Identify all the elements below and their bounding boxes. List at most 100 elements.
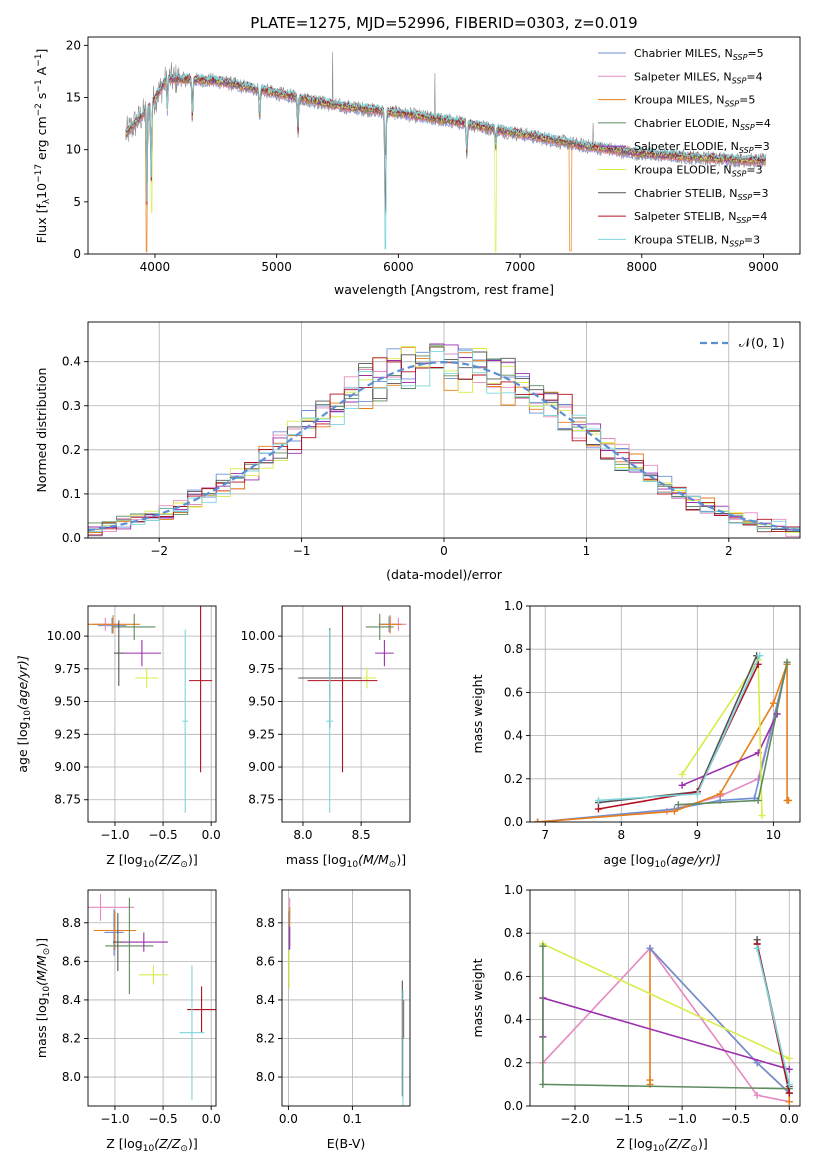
y-tick-label: 0.0 — [62, 531, 81, 545]
mass_vs_Z-frame — [87, 889, 217, 1107]
legend-sub: SSP — [724, 100, 739, 109]
y-tick-label: 8.6 — [256, 954, 275, 968]
legend-sub: SSP — [732, 76, 747, 85]
legend-count: =5 — [739, 94, 755, 107]
mass-weight-marker — [753, 944, 761, 952]
label-part: 10 — [143, 860, 155, 870]
y-tick-label: 8.0 — [256, 1070, 275, 1084]
legend-name: Kroupa MILES, N — [634, 94, 724, 107]
legend-sub: SSP — [736, 216, 751, 225]
label-part: )] — [396, 852, 406, 867]
label-part: ⊙ — [180, 860, 188, 870]
x-tick-label: −1.0 — [668, 1112, 697, 1126]
x-tick-label: 7 — [541, 828, 549, 842]
label-part: )] — [188, 1136, 198, 1151]
label-part: 10 — [34, 183, 49, 199]
mass_vs_EBV-frame — [281, 889, 411, 1107]
legend-sub: SSP — [738, 193, 753, 202]
label-part: erg cm — [34, 116, 49, 164]
residual-xlabel: (data-model)/error — [386, 567, 503, 582]
x-tick-label: 0.0 — [202, 828, 221, 842]
x-tick-label: 0.1 — [343, 1112, 362, 1126]
label-part: age [log — [15, 721, 30, 772]
y-tick-label: 0.0 — [504, 1099, 523, 1113]
mass-weight-marker — [678, 781, 686, 789]
label-part: 10 — [23, 710, 33, 722]
legend-name: Chabrier MILES, N — [634, 47, 733, 60]
legend-entry: Salpeter ELODIE, NSSP=3 — [634, 140, 770, 155]
label-part: s — [34, 93, 49, 104]
mass-weight-marker — [716, 790, 724, 798]
y-tick-label: 0.4 — [504, 1013, 523, 1027]
legend-count: =3 — [744, 233, 760, 246]
legend-sub: SSP — [729, 239, 744, 248]
mass-weight-marker — [678, 770, 686, 778]
label-part: Z [log — [106, 1136, 142, 1151]
mass-weight-marker — [769, 699, 777, 707]
x-tick-label: 0 — [440, 544, 448, 558]
x-tick-label: 4000 — [140, 260, 171, 274]
age_vs_mass-plot — [298, 606, 407, 813]
spectrum-title: PLATE=1275, MJD=52996, FIBERID=0303, z=0… — [250, 14, 637, 32]
label-part: (age/yr)] — [666, 852, 721, 867]
x-tick-label: 8 — [617, 828, 625, 842]
legend-entry: Chabrier ELODIE, NSSP=4 — [634, 117, 771, 132]
y-tick-label: 0.2 — [62, 443, 81, 457]
legend-entry: 𝒩(0, 1) — [739, 335, 785, 350]
x-tick-label: −0.5 — [721, 1112, 750, 1126]
label-part: A — [34, 66, 49, 79]
label-part: (M/M — [358, 852, 389, 867]
label-part: )] — [698, 1136, 708, 1151]
y-tick-label: 8.2 — [62, 1032, 81, 1046]
label-part: )] — [188, 852, 198, 867]
legend-name: Salpeter ELODIE, N — [634, 140, 739, 153]
legend-sub: SSP — [739, 146, 754, 155]
label-part: 10 — [653, 1144, 665, 1154]
age_vs_Z-axes — [88, 606, 216, 822]
x-tick-label: 2 — [725, 544, 733, 558]
y-tick-label: 0.6 — [504, 685, 523, 699]
label-part: 10 — [143, 1144, 155, 1154]
y-tick-label: 0.2 — [504, 1056, 523, 1070]
y-tick-label: 0.1 — [62, 487, 81, 501]
mass-weight-marker — [756, 652, 764, 660]
legend-count: =3 — [746, 164, 762, 177]
x-tick-label: −1.0 — [100, 828, 129, 842]
legend-name: Salpeter STELIB, N — [634, 210, 736, 223]
legend-entry: Kroupa ELODIE, NSSP=3 — [634, 164, 763, 179]
y-tick-label: 0.2 — [504, 772, 523, 786]
mass-weight-marker — [674, 801, 682, 809]
mass-weight-marker — [646, 1076, 654, 1084]
label-part: age [log — [603, 852, 654, 867]
legend-entry: Kroupa MILES, NSSP=5 — [634, 94, 755, 109]
label-part: Z [log — [106, 852, 142, 867]
mass-weight-marker — [785, 1065, 793, 1073]
label-part: )] — [34, 938, 49, 948]
mass-weight-marker — [539, 942, 547, 950]
x-tick-label: −0.5 — [148, 828, 177, 842]
y-tick-label: 9.25 — [54, 727, 81, 741]
massweight_vs_age-plot — [534, 652, 793, 822]
legend-count: =4 — [751, 210, 767, 223]
mass-weight-marker — [785, 1089, 793, 1097]
label-part: Flux [f — [34, 204, 49, 244]
legend-count: =3 — [754, 140, 770, 153]
mass-weight-marker — [646, 944, 654, 952]
label-part: ] — [34, 49, 49, 54]
y-tick-label: 20 — [66, 38, 81, 52]
y-tick-label: 8.6 — [62, 954, 81, 968]
x-tick-label: −1.0 — [100, 1112, 129, 1126]
x-tick-label: −2.0 — [560, 1112, 589, 1126]
x-tick-label: −0.5 — [148, 1112, 177, 1126]
massweight_vs_Z-frame — [529, 889, 801, 1107]
legend-entry: Chabrier MILES, NSSP=5 — [634, 47, 764, 62]
agez-ylabel: age [log10​(age/yr)] — [15, 655, 33, 772]
agemass-xlabel: mass [log10​(M/M⊙​)] — [286, 852, 406, 870]
label-part: (Z/Z — [664, 1136, 691, 1151]
mass-weight-marker — [783, 658, 791, 666]
x-tick-label: 9 — [694, 828, 702, 842]
mass-weight-marker — [534, 818, 542, 822]
x-tick-label: 8.0 — [293, 828, 312, 842]
agez-xlabel: Z [log10​(Z/Z⊙​)] — [106, 852, 197, 870]
